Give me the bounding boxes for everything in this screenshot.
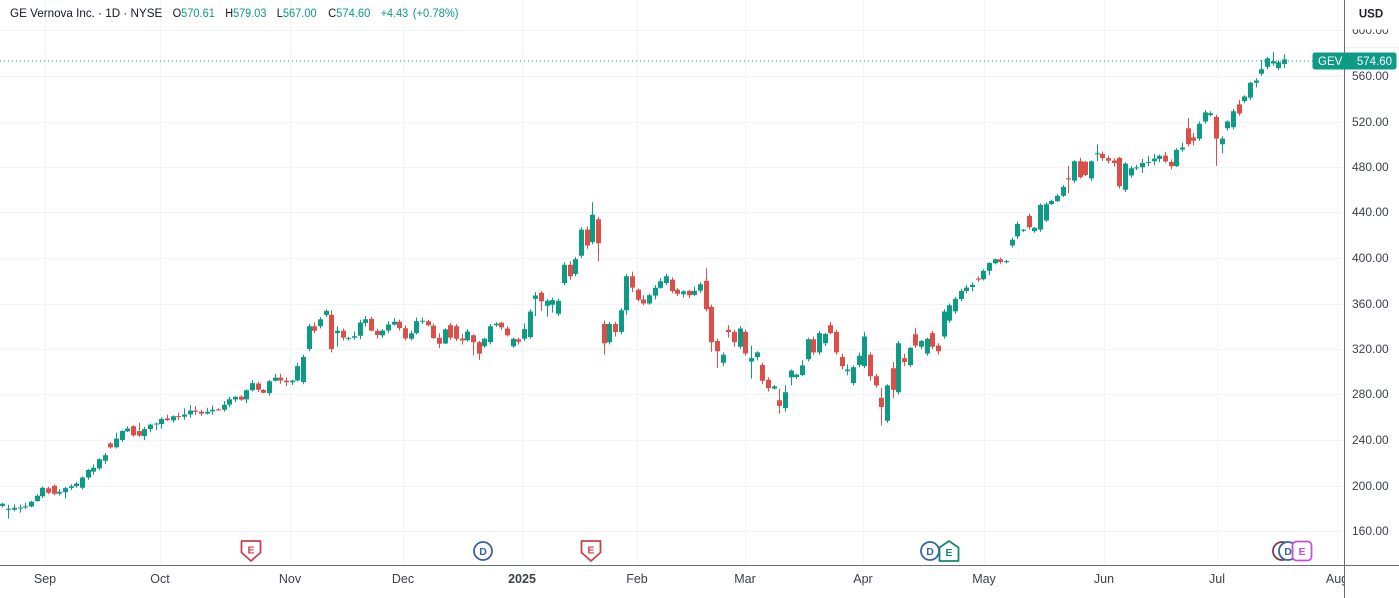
svg-text:280.00: 280.00: [1352, 387, 1389, 401]
svg-text:Aug: Aug: [1326, 572, 1348, 586]
svg-text:Oct: Oct: [150, 572, 170, 586]
svg-text:240.00: 240.00: [1352, 433, 1389, 447]
svg-text:(+0.78%): (+0.78%): [413, 6, 459, 20]
svg-text:Sep: Sep: [34, 572, 56, 586]
svg-text:520.00: 520.00: [1352, 115, 1389, 129]
svg-text:USD: USD: [1359, 9, 1383, 21]
svg-text:L567.00: L567.00: [277, 6, 317, 20]
svg-text:C574.60: C574.60: [328, 6, 370, 20]
svg-text:E: E: [247, 545, 254, 557]
svg-text:D: D: [1284, 546, 1292, 558]
svg-text:480.00: 480.00: [1352, 160, 1389, 174]
svg-text:160.00: 160.00: [1352, 524, 1389, 538]
svg-text:320.00: 320.00: [1352, 342, 1389, 356]
svg-text:400.00: 400.00: [1352, 251, 1389, 265]
svg-text:Dec: Dec: [392, 572, 414, 586]
svg-text:574.60: 574.60: [1357, 56, 1392, 68]
svg-text:360.00: 360.00: [1352, 297, 1389, 311]
svg-text:May: May: [972, 572, 996, 586]
svg-text:2025: 2025: [508, 572, 536, 586]
svg-text:Apr: Apr: [853, 572, 872, 586]
svg-text:+4.43: +4.43: [381, 6, 409, 20]
svg-text:E: E: [1298, 546, 1305, 558]
svg-text:H579.03: H579.03: [225, 6, 266, 20]
svg-text:GEV: GEV: [1318, 56, 1343, 68]
svg-text:D: D: [926, 546, 934, 558]
svg-text:440.00: 440.00: [1352, 205, 1389, 219]
svg-text:O570.61: O570.61: [173, 6, 215, 20]
svg-text:Mar: Mar: [734, 572, 756, 586]
svg-text:E: E: [587, 545, 594, 557]
svg-text:Jul: Jul: [1209, 572, 1225, 586]
svg-text:200.00: 200.00: [1352, 479, 1389, 493]
svg-text:E: E: [945, 547, 952, 559]
svg-text:560.00: 560.00: [1352, 69, 1389, 83]
svg-text:Jun: Jun: [1094, 572, 1114, 586]
svg-text:GE Vernova Inc. · 1D · NYSE: GE Vernova Inc. · 1D · NYSE: [10, 6, 162, 20]
svg-text:Nov: Nov: [279, 572, 302, 586]
svg-text:Feb: Feb: [626, 572, 648, 586]
svg-text:D: D: [479, 546, 487, 558]
